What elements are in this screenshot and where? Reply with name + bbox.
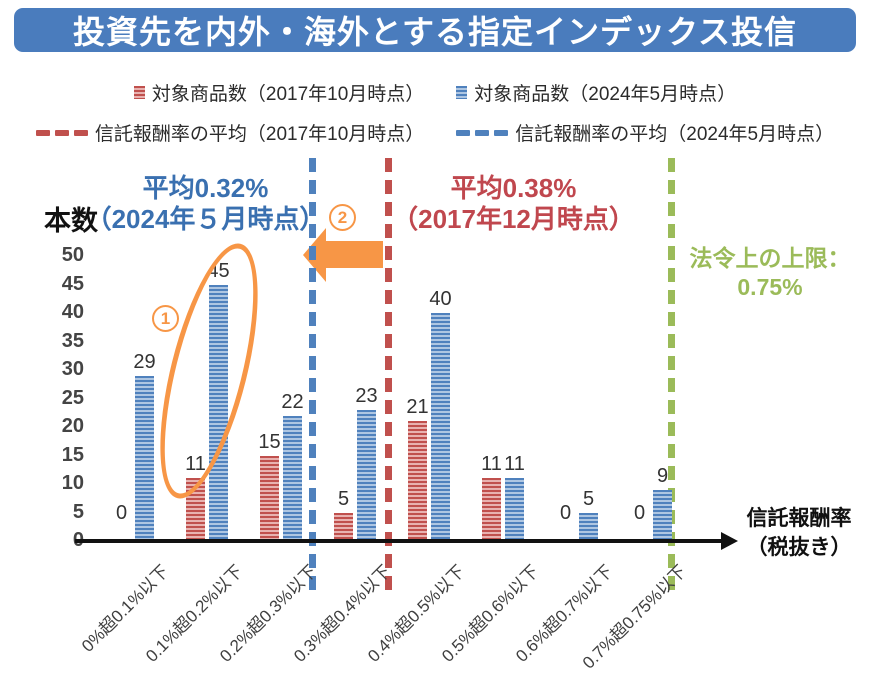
legend-item-bar-2024: 対象商品数（2024年5月時点） (456, 79, 736, 106)
legend-label: 信託報酬率の平均（2024年5月時点） (515, 124, 835, 145)
legend-label: 対象商品数（2017年10月時点） (151, 84, 425, 105)
legend-row-lines: 信託報酬率の平均（2017年10月時点） 信託報酬率の平均（2024年5月時点） (0, 119, 870, 146)
legend-item-bar-2017: 対象商品数（2017年10月時点） (133, 79, 425, 106)
annotation-legal-cap: 法令上の上限： 0.75% (689, 245, 851, 300)
legend-row-bars: 対象商品数（2017年10月時点） 対象商品数（2024年5月時点） (0, 79, 870, 106)
bar-value-label: 11 (504, 453, 525, 476)
vline-average-2024 (309, 158, 316, 594)
y-axis-tick-label: 25 (61, 386, 84, 409)
legend-label: 対象商品数（2024年5月時点） (474, 84, 737, 105)
vline-legal-cap (668, 158, 675, 594)
bar-2024 (431, 313, 450, 541)
bar-2024 (579, 512, 598, 541)
y-axis-tick-label: 5 (72, 500, 84, 523)
bar-value-label: 29 (133, 350, 156, 373)
bar-2017 (408, 421, 427, 541)
bar-value-label: 11 (185, 453, 206, 476)
bar-2024 (135, 375, 154, 541)
bar-2017 (482, 478, 501, 541)
bar-value-label: 0 (115, 502, 128, 524)
bar-value-label: 0 (559, 502, 572, 524)
legend-item-line-2024: 信託報酬率の平均（2024年5月時点） (456, 119, 834, 146)
x-axis-arrowhead-icon (721, 532, 738, 550)
y-axis-tick-label: 15 (61, 443, 84, 466)
y-axis-title: 本数 (44, 206, 98, 236)
x-axis-title: 信託報酬率 （税抜き） (746, 507, 852, 559)
bar-value-label: 11 (481, 453, 502, 476)
y-axis-tick-label: 50 (61, 244, 84, 266)
blue-bar-legend-swatch-icon (456, 86, 468, 99)
bar-value-label: 5 (337, 487, 350, 510)
bar-2017 (260, 455, 279, 541)
legend-item-line-2017: 信託報酬率の平均（2017年10月時点） (35, 119, 425, 146)
circled-number-1-icon: 1 (152, 305, 179, 332)
annotation-average-2024: 平均0.32% （2024年５月時点） (85, 173, 326, 234)
page-title: 投資先を内外・海外とする指定インデックス投信 (14, 8, 856, 52)
x-axis-line (75, 539, 723, 543)
red-bar-legend-swatch-icon (133, 86, 145, 99)
y-axis-tick-label: 20 (61, 415, 84, 437)
bar-value-label: 23 (355, 384, 378, 407)
bar-value-label: 5 (582, 487, 595, 510)
bar-value-label: 0 (633, 502, 646, 524)
y-axis-tick-label: 40 (61, 301, 84, 323)
annotation-average-2017: 平均0.38% （2017年12月時点） (392, 173, 635, 234)
circled-number-2-icon: 2 (329, 204, 356, 231)
bar-2024 (653, 489, 672, 541)
bar-value-label: 22 (281, 390, 304, 413)
red-dashed-line-legend-icon (35, 129, 88, 136)
blue-dashed-line-legend-icon (456, 129, 509, 136)
bar-2024 (283, 415, 302, 541)
bar-value-label: 9 (656, 464, 669, 487)
bar-2024 (209, 284, 228, 541)
left-arrow-body (325, 241, 383, 268)
bar-2017 (334, 512, 353, 541)
legend-label: 信託報酬率の平均（2017年10月時点） (94, 124, 425, 145)
y-axis-tick-label: 45 (61, 272, 84, 295)
y-axis-tick-label: 10 (61, 472, 84, 494)
bar-2024 (357, 409, 376, 541)
y-axis-tick-label: 30 (61, 358, 84, 380)
bar-value-label: 45 (207, 259, 230, 282)
bar-value-label: 40 (429, 288, 452, 310)
bar-value-label: 15 (258, 430, 281, 453)
bar-2017 (186, 478, 205, 541)
bar-value-label: 21 (406, 396, 429, 419)
vline-average-2017 (385, 158, 392, 594)
bar-2024 (505, 478, 524, 541)
y-axis-tick-label: 35 (61, 329, 84, 352)
